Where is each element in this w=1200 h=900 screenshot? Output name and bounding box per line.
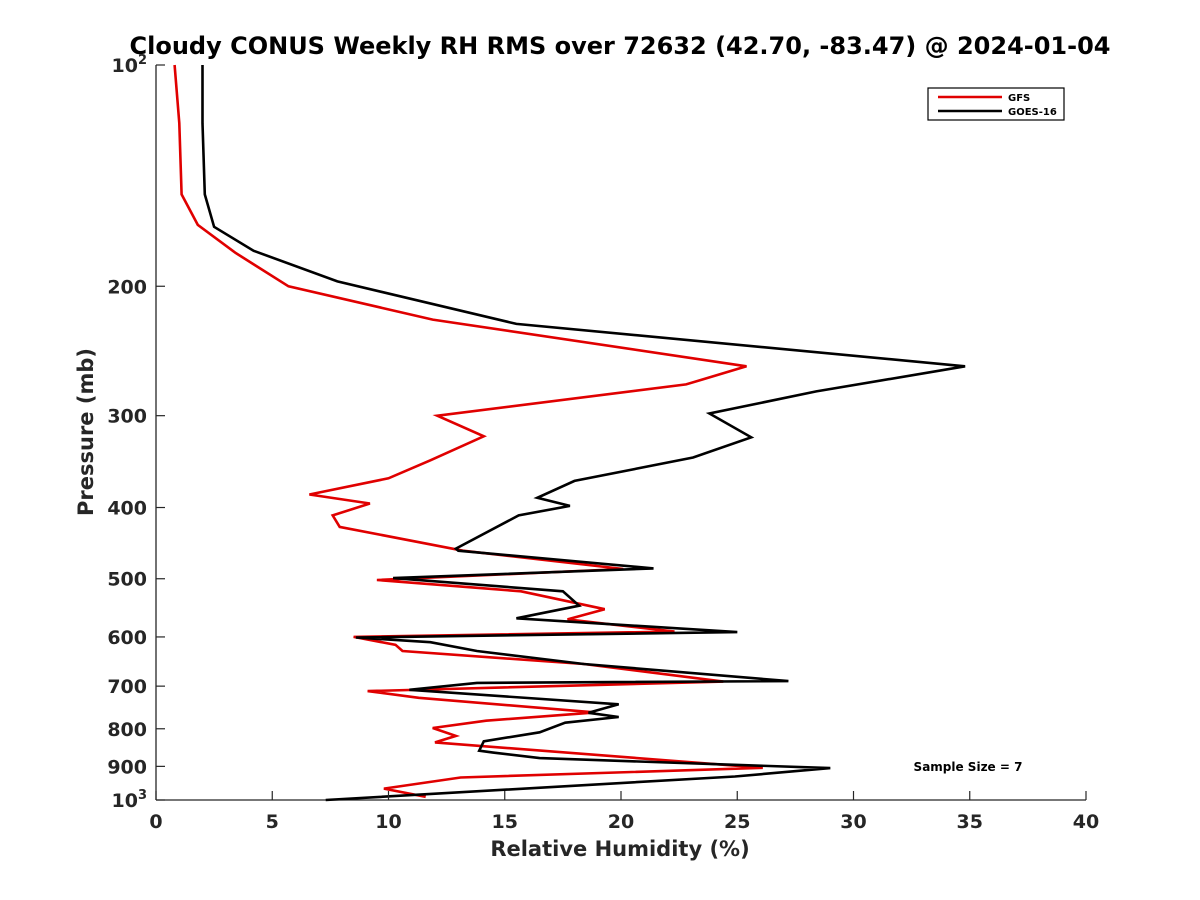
y-tick-label: 900	[107, 756, 147, 778]
x-tick-label: 15	[492, 811, 518, 833]
y-tick-label: 700	[107, 676, 147, 698]
chart-title: Cloudy CONUS Weekly RH RMS over 72632 (4…	[130, 32, 1111, 60]
x-tick-label: 5	[266, 811, 279, 833]
x-tick-label: 30	[840, 811, 866, 833]
x-tick-label: 0	[149, 811, 162, 833]
x-tick-label: 20	[608, 811, 634, 833]
y-tick-label: 103	[112, 788, 148, 812]
axes	[155, 65, 1086, 801]
y-axis-ticks: 102 200 300 400 500 600 700 800 900 103	[107, 53, 165, 812]
legend: GFS GOES-16	[927, 87, 1065, 121]
x-tick-label: 25	[724, 811, 750, 833]
x-axis-label: Relative Humidity (%)	[490, 837, 749, 861]
x-tick-label: 40	[1073, 811, 1099, 833]
y-tick-label: 200	[107, 276, 147, 298]
legend-label-goes-16: GOES-16	[1008, 107, 1057, 118]
y-axis-label: Pressure (mb)	[74, 348, 98, 516]
series-line-goes-16	[201, 65, 966, 802]
sample-size-annotation: Sample Size = 7	[914, 760, 1023, 774]
y-tick-label: 800	[107, 719, 147, 741]
y-tick-label: 300	[107, 406, 147, 428]
y-tick-label: 500	[107, 569, 147, 591]
y-tick-label: 600	[107, 627, 147, 649]
legend-label-gfs: GFS	[1008, 93, 1030, 104]
x-axis-ticks: 0 5 10 15 20 25 30 35 40	[149, 791, 1099, 833]
x-tick-label: 35	[957, 811, 983, 833]
x-tick-label: 10	[375, 811, 401, 833]
y-tick-label: 102	[112, 53, 148, 77]
y-tick-label: 400	[107, 498, 147, 520]
legend-box	[927, 87, 1065, 121]
series-line-gfs	[173, 64, 763, 799]
series-lines	[173, 64, 966, 802]
